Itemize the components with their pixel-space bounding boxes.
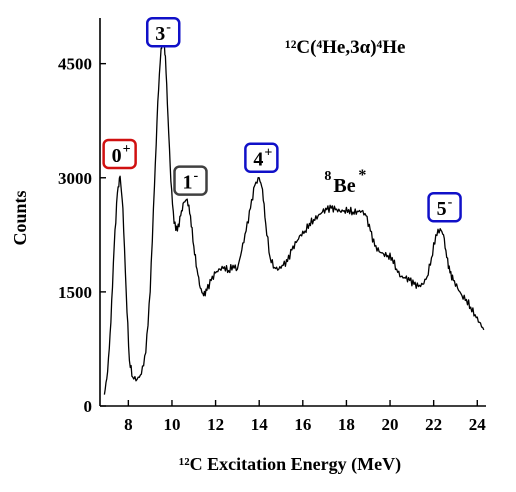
state-label-box bbox=[244, 142, 279, 173]
state-label: 4 + bbox=[244, 142, 279, 173]
x-tick-label: 10 bbox=[163, 415, 180, 434]
state-label-text: 1 bbox=[183, 172, 193, 194]
chart-title: ¹²C(⁴He,3α)⁴He bbox=[285, 37, 405, 58]
state-label-parity: + bbox=[123, 142, 131, 157]
x-tick-label: 18 bbox=[338, 415, 355, 434]
x-tick-label: 8 bbox=[124, 415, 133, 434]
state-label-text: 0 bbox=[112, 145, 122, 167]
state-label-mass-number: 8 bbox=[324, 169, 331, 184]
state-label-box bbox=[145, 16, 181, 48]
state-label: 3- bbox=[145, 16, 181, 48]
state-label: 5- bbox=[427, 191, 462, 223]
state-label-parity: - bbox=[448, 195, 453, 210]
x-tick-label: 24 bbox=[469, 415, 487, 434]
state-label-text: Be bbox=[333, 175, 355, 197]
state-label-parity: + bbox=[264, 146, 272, 161]
y-axis-label: Counts bbox=[10, 190, 30, 245]
state-label-text: 4 bbox=[253, 149, 263, 171]
y-tick-label: 0 bbox=[84, 397, 93, 416]
state-label-star: * bbox=[358, 167, 366, 184]
x-tick-label: 14 bbox=[251, 415, 269, 434]
state-label: 1- bbox=[173, 165, 208, 196]
state-label-text: 5 bbox=[437, 198, 447, 220]
x-tick-label: 20 bbox=[382, 415, 399, 434]
state-label-parity: - bbox=[166, 20, 171, 35]
annotations-layer: 3 -0 +1 -4 +5 -8 Be * bbox=[102, 16, 462, 223]
state-label-text: 3 bbox=[155, 23, 165, 45]
x-tick-label: 16 bbox=[294, 415, 311, 434]
state-label-parity: - bbox=[194, 169, 199, 184]
x-axis-label: ¹²C Excitation Energy (MeV) bbox=[179, 454, 401, 475]
x-tick-label: 22 bbox=[425, 415, 442, 434]
y-tick-label: 4500 bbox=[58, 55, 92, 74]
y-tick-label: 1500 bbox=[58, 283, 92, 302]
x-tick-label: 12 bbox=[207, 415, 224, 434]
state-label-box bbox=[102, 138, 137, 170]
y-tick-label: 3000 bbox=[58, 169, 92, 188]
state-label: 0 + bbox=[102, 138, 137, 170]
spectrum-trace bbox=[103, 36, 485, 395]
state-label: 8 Be * bbox=[324, 167, 366, 197]
state-label-box bbox=[427, 191, 462, 223]
state-label-box bbox=[173, 165, 208, 196]
